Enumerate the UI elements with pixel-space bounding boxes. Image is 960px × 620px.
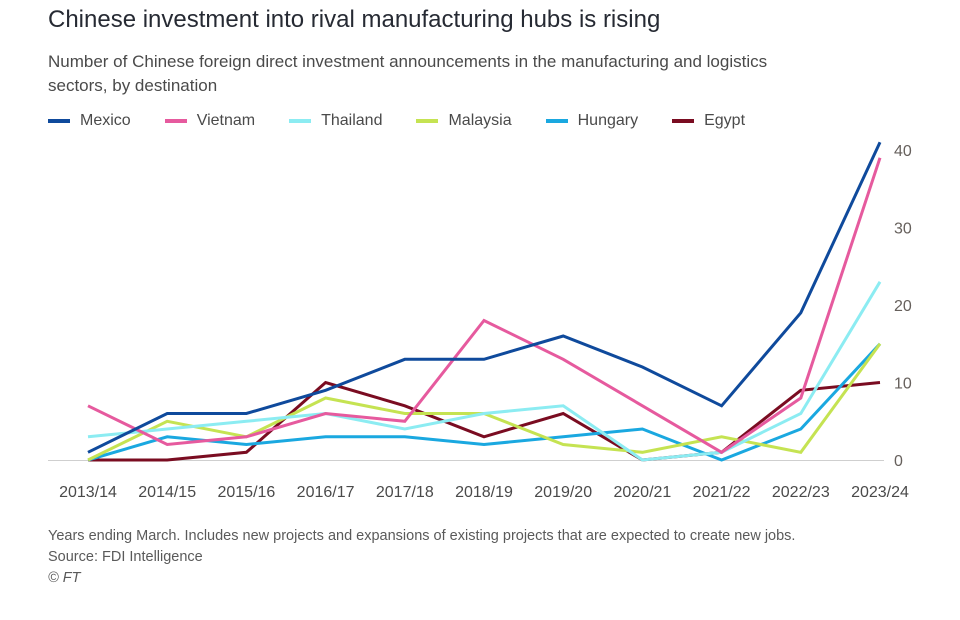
- x-tick-label: 2016/17: [297, 484, 355, 501]
- source-credit: Source: FDI Intelligence: [48, 549, 203, 565]
- x-tick-label: 2013/14: [59, 484, 117, 501]
- legend-swatch: [48, 119, 70, 123]
- legend-swatch: [672, 119, 695, 123]
- legend-item-malaysia: Malaysia: [416, 112, 512, 130]
- chart-legend: Mexico Vietnam Thailand Malaysia Hungary Egyp…: [48, 112, 779, 130]
- legend-label: Thailand: [321, 112, 383, 129]
- legend-item-mexico: Mexico: [48, 112, 131, 130]
- x-tick-label: 2021/22: [693, 484, 751, 501]
- x-tick-label: 2015/16: [217, 484, 275, 501]
- series-line-vietnam: [87, 157, 882, 455]
- series-line-hungary: [87, 342, 882, 462]
- chart-footer: Years ending March. Includes new project…: [48, 526, 908, 589]
- legend-label: Hungary: [577, 112, 639, 129]
- legend-item-egypt: Egypt: [672, 112, 745, 130]
- legend-label: Egypt: [704, 112, 746, 129]
- y-tick-label: 40: [894, 143, 912, 160]
- x-tick-label: 2019/20: [534, 484, 592, 501]
- legend-swatch: [545, 119, 568, 123]
- chart-title: Chinese investment into rival manufactur…: [48, 6, 661, 33]
- legend-swatch: [416, 119, 439, 123]
- legend-label: Mexico: [80, 112, 131, 129]
- series-line-egypt: [88, 380, 881, 462]
- series-line-mexico: [87, 141, 882, 454]
- chart-subtitle: Number of Chinese foreign direct investm…: [48, 52, 768, 95]
- legend-swatch: [164, 119, 187, 123]
- y-tick-label: 20: [894, 298, 912, 315]
- legend-swatch: [289, 119, 312, 123]
- legend-item-vietnam: Vietnam: [164, 112, 256, 130]
- copyright: © FT: [48, 570, 81, 586]
- footnote: Years ending March. Includes new project…: [48, 528, 796, 544]
- x-tick-label: 2023/24: [851, 484, 909, 501]
- legend-label: Vietnam: [196, 112, 256, 129]
- legend-item-thailand: Thailand: [289, 112, 382, 130]
- legend-label: Malaysia: [448, 112, 512, 129]
- x-tick-label: 2017/18: [376, 484, 434, 501]
- x-tick-label: 2014/15: [138, 484, 196, 501]
- y-tick-label: 30: [894, 221, 912, 238]
- x-tick-label: 2018/19: [455, 484, 513, 501]
- legend-item-hungary: Hungary: [545, 112, 639, 130]
- y-tick-label: 10: [894, 376, 912, 393]
- x-tick-label: 2022/23: [772, 484, 830, 501]
- series-line-thailand: [87, 281, 882, 462]
- y-tick-label: 0: [894, 453, 903, 470]
- x-tick-label: 2020/21: [613, 484, 671, 501]
